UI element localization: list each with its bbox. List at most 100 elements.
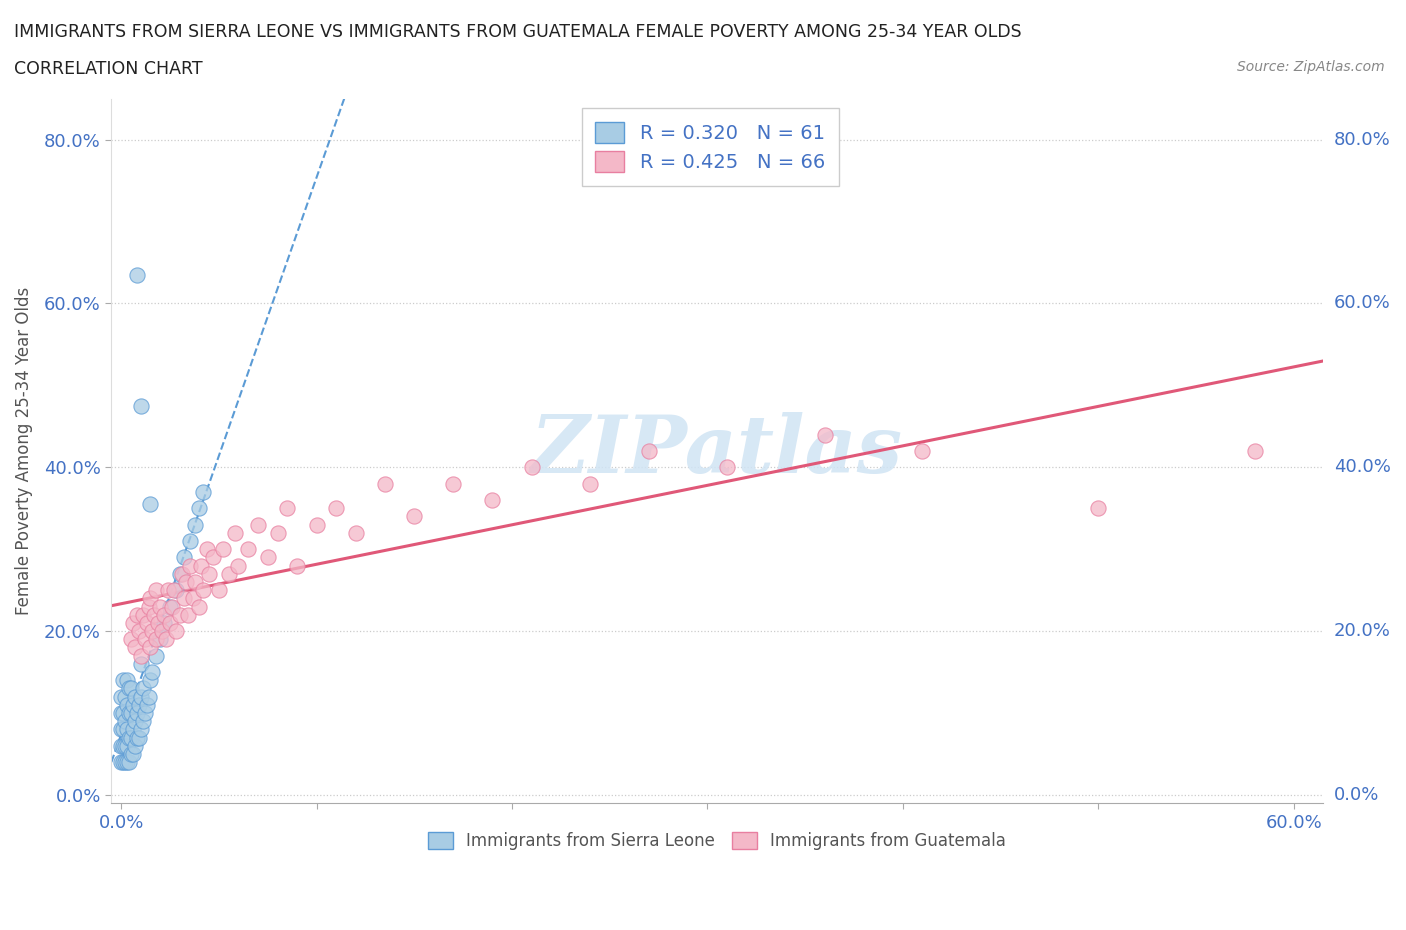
Point [163, 583, 186, 598]
Point [374, 476, 396, 491]
Point [112, 672, 135, 687]
Point [114, 713, 136, 728]
Point [193, 583, 215, 598]
Point [814, 427, 837, 442]
Point [285, 558, 308, 573]
Point [120, 730, 142, 745]
Point [115, 698, 138, 712]
Text: 20.0%: 20.0% [1334, 622, 1391, 640]
Point [138, 689, 160, 704]
Point [150, 624, 173, 639]
Point [183, 591, 205, 605]
Point [1087, 500, 1109, 515]
Point [120, 706, 142, 721]
Point [131, 713, 153, 728]
Point [118, 754, 141, 769]
Point [110, 706, 132, 721]
Point [716, 459, 738, 474]
Point [115, 672, 138, 687]
Point [238, 542, 260, 557]
Point [138, 599, 160, 614]
Point [159, 599, 181, 614]
Point [520, 459, 543, 474]
Point [153, 607, 176, 622]
Point [141, 665, 163, 680]
Point [218, 566, 240, 581]
Point [141, 624, 163, 639]
Point [110, 722, 132, 737]
Point [125, 706, 148, 721]
Point [637, 444, 659, 458]
Point [115, 738, 138, 753]
Point [124, 689, 146, 704]
Point [128, 624, 150, 639]
Point [134, 631, 156, 646]
Point [145, 631, 167, 646]
Point [481, 493, 503, 508]
Point [115, 722, 138, 737]
Point [135, 698, 157, 712]
Point [155, 631, 177, 646]
Point [246, 517, 269, 532]
Y-axis label: Female Poverty Among 25-34 Year Olds: Female Poverty Among 25-34 Year Olds [15, 286, 32, 615]
Point [110, 754, 132, 769]
Text: ZIPatlas: ZIPatlas [531, 412, 903, 489]
Point [112, 706, 135, 721]
Point [122, 698, 145, 712]
Point [224, 525, 246, 540]
Point [579, 476, 602, 491]
Point [179, 534, 201, 549]
Point [120, 747, 142, 762]
Point [198, 566, 221, 581]
Point [131, 607, 153, 622]
Point [305, 517, 328, 532]
Point [188, 500, 211, 515]
Text: IMMIGRANTS FROM SIERRA LEONE VS IMMIGRANTS FROM GUATEMALA FEMALE POVERTY AMONG 2: IMMIGRANTS FROM SIERRA LEONE VS IMMIGRAN… [14, 23, 1022, 41]
Point [139, 640, 162, 655]
Point [157, 583, 180, 598]
Text: CORRELATION CHART: CORRELATION CHART [14, 60, 202, 78]
Point [145, 648, 167, 663]
Point [404, 509, 426, 524]
Point [120, 631, 142, 646]
Point [122, 722, 145, 737]
Point [129, 648, 152, 663]
Point [202, 550, 225, 565]
Point [112, 722, 135, 737]
Point [211, 542, 233, 557]
Point [190, 558, 212, 573]
Point [114, 754, 136, 769]
Point [120, 681, 142, 696]
Point [266, 525, 288, 540]
Point [139, 672, 162, 687]
Point [115, 754, 138, 769]
Point [128, 730, 150, 745]
Point [129, 657, 152, 671]
Point [256, 550, 278, 565]
Point [325, 500, 347, 515]
Point [129, 398, 152, 413]
Point [125, 607, 148, 622]
Point [118, 681, 141, 696]
Point [165, 624, 187, 639]
Point [149, 631, 172, 646]
Legend: Immigrants from Sierra Leone, Immigrants from Guatemala: Immigrants from Sierra Leone, Immigrants… [420, 823, 1015, 858]
Point [114, 738, 136, 753]
Point [441, 476, 464, 491]
Point [1243, 444, 1265, 458]
Point [344, 525, 367, 540]
Point [145, 583, 167, 598]
Text: 60.0%: 60.0% [1334, 295, 1391, 312]
Point [124, 640, 146, 655]
Point [188, 599, 211, 614]
Point [148, 616, 170, 631]
Point [149, 599, 172, 614]
Point [165, 583, 187, 598]
Point [911, 444, 934, 458]
Point [118, 706, 141, 721]
Point [122, 616, 145, 631]
Point [173, 591, 195, 605]
Point [153, 616, 176, 631]
Point [128, 698, 150, 712]
Point [125, 267, 148, 282]
